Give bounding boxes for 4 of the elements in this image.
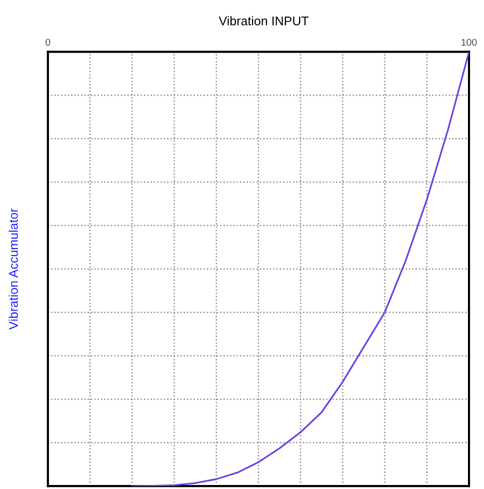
y-axis-title: Vibration Accumulator — [8, 208, 18, 330]
x-tick-label: 0 — [46, 38, 50, 46]
x-tick-label: 100 — [462, 38, 477, 46]
chart-title: Vibration INPUT — [218, 16, 309, 26]
